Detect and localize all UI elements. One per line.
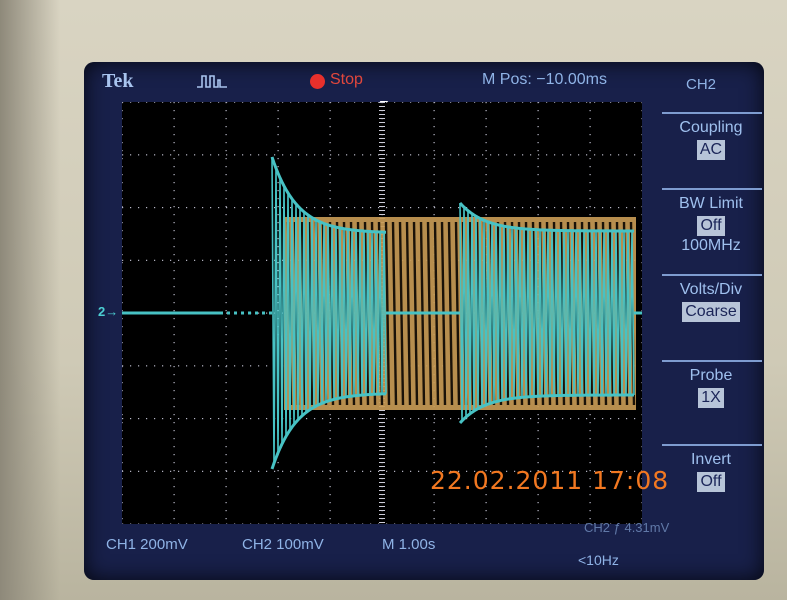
- menu-item-coupling[interactable]: Coupling AC: [664, 118, 758, 160]
- menu-item-label: BW Limit: [679, 195, 743, 212]
- channel-2-ground-marker: 2→: [98, 304, 119, 319]
- waveform-graticule: [122, 102, 642, 524]
- camera-timestamp: 22.02.2011 17:08: [430, 466, 670, 495]
- menu-item-label: Volts/Div: [679, 281, 743, 298]
- menu-item-invert[interactable]: Invert Off: [664, 450, 758, 492]
- menu-item-bw-limit[interactable]: BW Limit Off 100MHz: [664, 194, 758, 256]
- brand-logo: Tek: [102, 70, 134, 92]
- run-stop-indicator-icon: [310, 74, 325, 89]
- menu-separator: [662, 360, 762, 362]
- menu-separator: [662, 274, 762, 276]
- menu-item-value: Off: [697, 216, 725, 236]
- menu-separator: [662, 444, 762, 446]
- timebase-readout: M 1.00s: [382, 536, 436, 553]
- trigger-level-readout: CH2 ƒ 4.31mV: [584, 520, 670, 535]
- menu-item-label: Coupling: [679, 119, 743, 136]
- menu-item-value: 1X: [698, 388, 724, 408]
- ch2-scale-readout: CH2 100mV: [242, 536, 324, 553]
- menu-title: CH2: [686, 76, 717, 93]
- menu-item-value: AC: [696, 140, 726, 160]
- ch2-trace: [122, 156, 642, 470]
- menu-item-label: Invert: [690, 451, 731, 468]
- menu-item-probe[interactable]: Probe 1X: [664, 366, 758, 408]
- menu-separator: [662, 112, 762, 114]
- ch1-scale-readout: CH1 200mV: [106, 536, 188, 553]
- menu-item-value: 100MHz: [681, 237, 741, 254]
- oscilloscope-screen: Tek Stop M Pos: −10.00ms CH2 ▼ 2→ CH1 20…: [84, 62, 764, 580]
- menu-item-value: Coarse: [682, 302, 740, 322]
- waveform-display: [122, 102, 642, 524]
- pulse-trigger-icon: [197, 75, 227, 88]
- horizontal-position-readout: M Pos: −10.00ms: [482, 71, 607, 88]
- menu-item-label: Probe: [689, 367, 733, 384]
- menu-item-value: Off: [697, 472, 725, 492]
- menu-item-volts-div[interactable]: Volts/Div Coarse: [664, 280, 758, 322]
- frequency-readout: <10Hz: [578, 552, 619, 568]
- bezel-shadow: [0, 0, 60, 600]
- menu-separator: [662, 188, 762, 190]
- run-state-label[interactable]: Stop: [330, 71, 363, 88]
